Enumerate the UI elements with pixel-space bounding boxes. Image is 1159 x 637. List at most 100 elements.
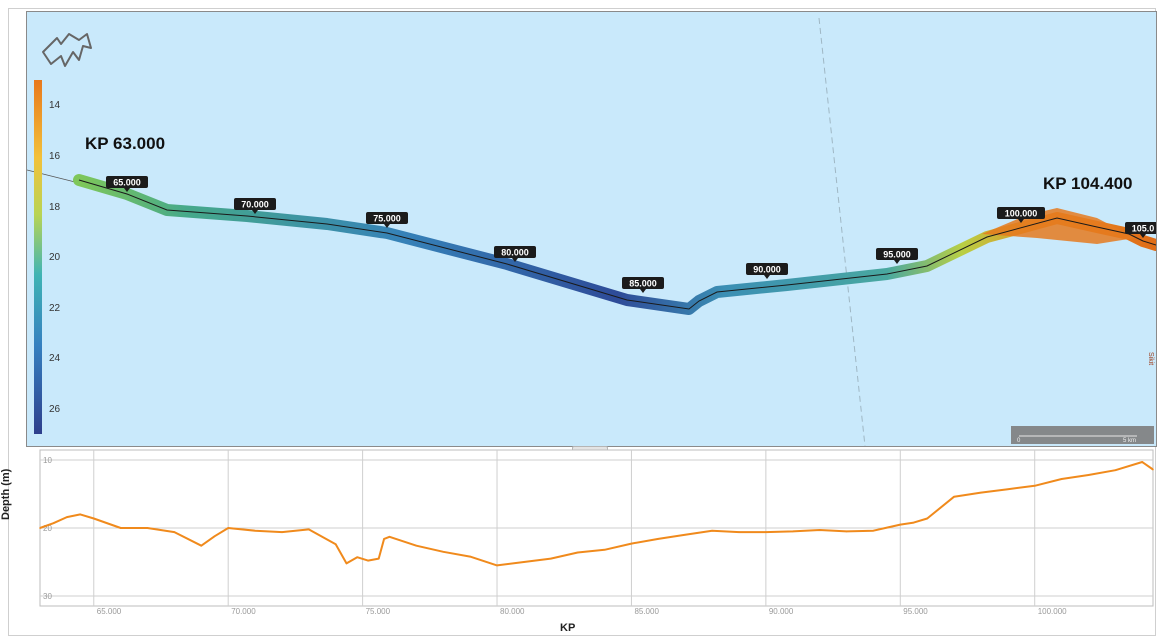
depth-profile-chart: 10 20 30 65.000 70.000 75.000 80.000 85.000 90.0… (26, 446, 1155, 618)
kp-marker-label: 105.0 (1132, 224, 1155, 234)
x-tick-label: 65.000 (97, 607, 122, 616)
depth-point (92, 517, 95, 520)
x-tick-label: 90.000 (769, 607, 794, 616)
depth-point (845, 530, 848, 533)
route-map-view[interactable]: 14 16 18 20 22 24 26 65.000 70.000 75.000 80.000 8… (26, 11, 1157, 447)
legend-tick-label: 26 (49, 404, 61, 415)
depth-point (377, 557, 380, 560)
depth-point (818, 529, 821, 531)
depth-point (630, 542, 633, 545)
x-tick-label: 85.000 (634, 607, 659, 616)
depth-point (657, 538, 660, 540)
kp-marker[interactable]: 80.000 (494, 246, 536, 262)
legend-tick-label: 14 (49, 100, 61, 111)
depth-point (119, 527, 122, 529)
legend-tick-label: 24 (49, 353, 61, 364)
boundary-line (818, 17, 866, 446)
y-tick-label: 30 (43, 592, 52, 601)
depth-point (334, 543, 337, 546)
depth-point (738, 531, 740, 533)
depth-point (980, 491, 982, 494)
kp-marker-label: 65.000 (113, 178, 141, 188)
kp-marker-label: 100.000 (1005, 209, 1038, 219)
depth-point (765, 531, 767, 533)
depth-point (791, 530, 794, 533)
depth-point (549, 557, 552, 560)
depth-point (926, 517, 928, 520)
kp-marker[interactable]: 95.000 (876, 248, 918, 264)
route-centerline (78, 179, 1156, 310)
depth-point (213, 535, 216, 537)
depth-legend-bar (34, 80, 42, 434)
x-tick-label: 80.000 (500, 607, 525, 616)
depth-point (146, 527, 149, 529)
depth-point (415, 544, 418, 547)
depth-point (1152, 468, 1154, 471)
kp-marker[interactable]: 90.000 (746, 263, 788, 279)
depth-point (899, 523, 902, 526)
depth-point (1087, 474, 1090, 476)
kp-marker[interactable]: 105.0 (1125, 222, 1156, 238)
kp-marker[interactable]: 75.000 (366, 212, 408, 228)
start-kp-label: KP 63.000 (85, 134, 165, 153)
kp-marker[interactable]: 70.000 (234, 198, 276, 214)
depth-point (442, 551, 445, 553)
depth-point (383, 538, 385, 540)
depth-point (227, 527, 229, 529)
depth-point (576, 551, 579, 554)
depth-point (469, 555, 471, 558)
depth-point (367, 559, 369, 562)
depth-point (200, 544, 203, 547)
depth-point (39, 527, 41, 529)
depth-point (912, 521, 915, 524)
depth-point (1033, 485, 1036, 487)
x-axis-label: KP (560, 622, 576, 634)
end-kp-label: KP 104.400 (1043, 174, 1132, 193)
depth-point (173, 531, 176, 533)
scale-bar: 0 5 km (1011, 426, 1154, 444)
kp-marker[interactable]: 85.000 (622, 277, 664, 293)
y-tick-label: 20 (43, 524, 52, 533)
depth-point (603, 548, 606, 551)
kp-marker-label: 80.000 (501, 248, 529, 258)
depth-point (1141, 461, 1144, 463)
kp-marker[interactable]: 65.000 (106, 176, 148, 192)
depth-point (79, 513, 82, 516)
depth-point (496, 564, 498, 567)
scale-end: 5 km (1123, 438, 1136, 444)
shallow-patch (982, 208, 1135, 244)
legend-tick-label: 16 (49, 151, 61, 162)
depth-point (308, 528, 310, 531)
depth-point (684, 534, 687, 536)
depth-point (66, 516, 68, 518)
depth-point (1007, 488, 1009, 491)
legend-tick-label: 20 (49, 252, 61, 263)
kp-marker-label: 85.000 (629, 279, 657, 289)
depth-point (52, 522, 55, 525)
north-arrow-icon (42, 33, 92, 67)
kp-marker[interactable]: 100.000 (997, 207, 1045, 223)
kp-marker-label: 90.000 (753, 265, 781, 275)
y-tick-label: 10 (43, 456, 52, 465)
depth-point (356, 556, 359, 559)
depth-point (953, 495, 955, 498)
depth-point (345, 562, 348, 565)
sea-background (27, 12, 1156, 446)
kp-marker-label: 75.000 (373, 214, 401, 224)
depth-point (254, 529, 256, 532)
x-tick-label: 100.000 (1038, 607, 1067, 616)
scale-start: 0 (1017, 438, 1021, 444)
depth-point (711, 529, 713, 532)
kp-marker-label: 95.000 (883, 250, 911, 260)
depth-point (1114, 469, 1117, 471)
depth-point (523, 561, 525, 563)
side-text: Sikit (1147, 352, 1154, 365)
legend-tick-label: 18 (49, 202, 61, 213)
depth-point (872, 529, 875, 532)
x-tick-label: 75.000 (366, 607, 391, 616)
y-axis-label: Depth (m) (0, 468, 12, 520)
depth-point (388, 536, 391, 538)
depth-point (1060, 478, 1063, 480)
legend-tick-label: 22 (49, 303, 61, 314)
kp-marker-label: 70.000 (241, 200, 269, 210)
